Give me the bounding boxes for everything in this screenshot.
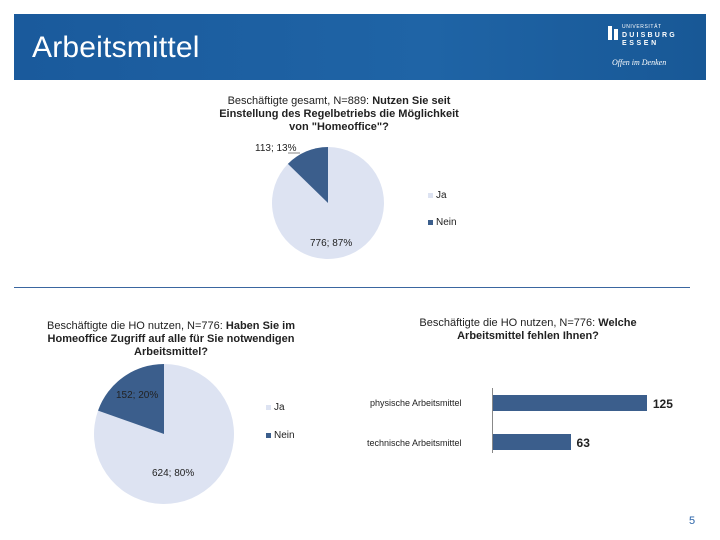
logo-duisburg: DUISBURG xyxy=(622,32,677,39)
logo-essen: ESSEN xyxy=(622,40,659,47)
chart1-legend-nein-text: Nein xyxy=(436,217,457,228)
chart3-value-technisch: 63 xyxy=(576,436,590,450)
chart1-title: Beschäftigte gesamt, N=889: Nutzen Sie s… xyxy=(208,95,470,134)
chart1-title-prefix: Beschäftigte gesamt, N=889: xyxy=(227,95,373,107)
chart1-title-question: Nutzen Sie seit Einstellung des Regelbet… xyxy=(219,95,459,133)
chart1-slice-nein xyxy=(287,147,328,203)
legend-swatch-ja xyxy=(428,192,433,198)
chart3-title: Beschäftigte die HO nutzen, N=776: Welch… xyxy=(395,317,661,343)
chart1-legend-ja-text: Ja xyxy=(436,190,447,201)
chart3-title-prefix: Beschäftigte die HO nutzen, N=776: xyxy=(419,317,599,329)
chart3-value-physisch: 125 xyxy=(652,397,673,411)
chart3-axis xyxy=(492,388,493,453)
chart2-slice-nein xyxy=(98,364,164,434)
chart2-legend-nein-text: Nein xyxy=(274,430,295,441)
chart1-legend-nein: Nein xyxy=(428,217,457,228)
chart2-title-prefix: Beschäftigte die HO nutzen, N=776: xyxy=(47,320,226,332)
legend-swatch-nein xyxy=(428,219,433,225)
chart3-category-physisch: physische Arbeitsmittel xyxy=(370,398,462,408)
page-title: Arbeitsmittel xyxy=(32,31,200,64)
chart2-legend-nein: Nein xyxy=(266,430,295,441)
chart2-label-nein: 152; 20% xyxy=(116,390,159,401)
logo-top-text: UNIVERSITÄT xyxy=(622,24,662,30)
university-logo: UNIVERSITÄT DUISBURG ESSEN Offen im Denk… xyxy=(608,24,694,76)
chart2-title: Beschäftigte die HO nutzen, N=776: Haben… xyxy=(40,320,302,359)
chart1-label-nein: 113; 13% xyxy=(255,143,297,154)
chart2-legend-ja: Ja xyxy=(266,402,285,413)
chart3-category-technisch: technische Arbeitsmittel xyxy=(367,438,462,448)
chart3-bar-physisch xyxy=(493,395,647,411)
divider-line xyxy=(14,287,690,288)
chart1-label-ja: 776; 87% xyxy=(310,238,353,249)
chart3-title-question: Welche Arbeitsmittel fehlen Ihnen? xyxy=(457,317,637,342)
header-banner: Arbeitsmittel UNIVERSITÄT DUISBURG ESSEN… xyxy=(14,14,706,80)
chart1-legend-ja: Ja xyxy=(428,190,447,201)
chart2-label-ja: 624; 80% xyxy=(152,468,195,479)
chart3-bar-technisch xyxy=(493,434,571,450)
logo-slogan: Offen im Denken xyxy=(612,58,667,67)
logo-mark-icon xyxy=(608,26,618,40)
legend-swatch-ja xyxy=(266,404,271,410)
chart2-legend-ja-text: Ja xyxy=(274,402,285,413)
chart2-title-question: Haben Sie im Homeoffice Zugriff auf alle… xyxy=(47,320,295,358)
chart1-slice-ja xyxy=(272,147,385,259)
legend-swatch-nein xyxy=(266,432,271,438)
page-number: 5 xyxy=(689,515,696,527)
